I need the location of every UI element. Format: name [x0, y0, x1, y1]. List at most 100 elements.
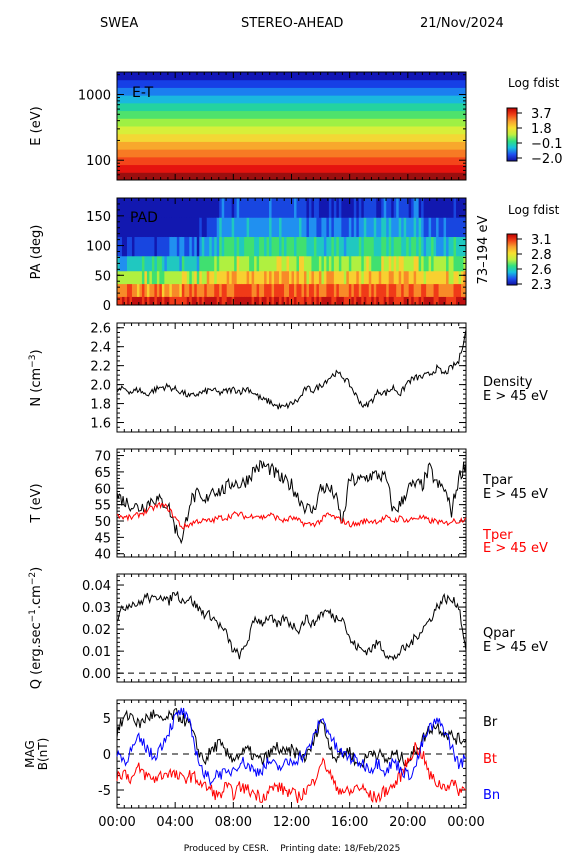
- pad-cell: [234, 296, 238, 306]
- pad-cell: [388, 198, 392, 218]
- pad-cell: [396, 198, 400, 218]
- pad-cell: [221, 283, 225, 297]
- pad-cell: [448, 236, 452, 257]
- pad-cell: [463, 270, 467, 285]
- pad-cell: [201, 217, 205, 238]
- pad-cell: [229, 270, 233, 285]
- pad-cell: [306, 270, 310, 285]
- pad-cell: [254, 198, 258, 218]
- pad-cell: [323, 198, 327, 218]
- pad-cell: [276, 283, 280, 297]
- pad-cell: [179, 296, 183, 306]
- pad-cell: [176, 270, 180, 285]
- pad-cell: [236, 283, 240, 297]
- pad-cell: [323, 270, 327, 285]
- pad-cell: [131, 270, 135, 285]
- pad-cell: [161, 198, 165, 218]
- bn-line: [116, 707, 467, 787]
- pad-cell: [234, 283, 238, 297]
- pad-cell: [313, 236, 317, 257]
- pad-cell: [333, 283, 337, 297]
- pad-cell: [446, 283, 450, 297]
- pad-cell: [164, 236, 168, 257]
- pad-cell: [191, 255, 195, 272]
- pad-y-tick-label: 0: [103, 299, 111, 314]
- pad-cell: [117, 236, 120, 257]
- pad-cell: [179, 236, 183, 257]
- pad-cell: [326, 217, 330, 238]
- pad-cell: [126, 270, 130, 285]
- pad-cell: [129, 283, 133, 297]
- pad-cell: [381, 198, 385, 218]
- pad-cell: [226, 270, 230, 285]
- pad-cell: [363, 296, 367, 306]
- pad-cell: [284, 270, 288, 285]
- pad-cell: [403, 283, 407, 297]
- pad-cell: [226, 255, 230, 272]
- et-y-tick-label: 100: [86, 154, 111, 169]
- pad-cell: [134, 255, 138, 272]
- pad-cell: [371, 217, 375, 238]
- pad-cell: [461, 236, 465, 257]
- pad-cell: [241, 198, 245, 218]
- pad-cell: [281, 296, 285, 306]
- pad-cell: [378, 270, 382, 285]
- pad-cell: [313, 296, 317, 306]
- pad-cell: [176, 236, 180, 257]
- pad-cell: [251, 296, 255, 306]
- pad-cell: [284, 217, 288, 238]
- pad-cell: [119, 296, 123, 306]
- pad-cell: [279, 217, 283, 238]
- instrument-label: SWEA: [100, 16, 139, 31]
- pad-cell: [296, 296, 300, 306]
- pad-cell: [181, 283, 185, 297]
- pad-cell: [331, 236, 335, 257]
- pad-cell: [274, 270, 278, 285]
- pad-cell: [341, 296, 345, 306]
- energy-band: [117, 126, 466, 135]
- pad-cell: [154, 255, 158, 272]
- pad-cell: [141, 255, 145, 272]
- pad-cell: [448, 270, 452, 285]
- pad-cell: [226, 198, 230, 218]
- pad-cell: [361, 198, 365, 218]
- pad-cell: [308, 255, 312, 272]
- pad-cell: [256, 270, 260, 285]
- pad-cell: [398, 236, 402, 257]
- pad-cell: [117, 296, 120, 306]
- pad-cell: [156, 236, 160, 257]
- pad-cell: [201, 296, 205, 306]
- pad-cell: [289, 255, 292, 272]
- pad-cell: [438, 283, 442, 297]
- x-tick-label: 20:00: [389, 815, 426, 830]
- pad-cell: [401, 255, 405, 272]
- pad-cell: [156, 198, 160, 218]
- pad-cell: [346, 255, 350, 272]
- pad-cell: [371, 296, 375, 306]
- pad-cell: [289, 270, 292, 285]
- pad-cell: [119, 236, 123, 257]
- energy-band: [117, 110, 466, 119]
- pad-cell: [229, 198, 233, 218]
- pad-cell: [338, 217, 342, 238]
- pad-cell: [209, 255, 213, 272]
- pad-cell: [256, 236, 260, 257]
- pad-cell: [411, 255, 415, 272]
- pad-cell: [246, 198, 250, 218]
- pad-cell: [186, 236, 190, 257]
- pad-cell: [194, 270, 198, 285]
- pad-cell: [131, 236, 135, 257]
- heatflux-y-tick-label: 0.01: [82, 645, 111, 660]
- density-y-tick-label: 2.2: [90, 360, 111, 375]
- pad-cell: [159, 255, 163, 272]
- pad-cell: [156, 283, 160, 297]
- pad-cell: [274, 283, 278, 297]
- pad-cell: [231, 217, 235, 238]
- pad-cell: [264, 236, 268, 257]
- pad-cell: [376, 236, 380, 257]
- pad-cell: [256, 217, 260, 238]
- pad-cell: [311, 236, 315, 257]
- pad-cell: [216, 217, 220, 238]
- pad-cell: [214, 255, 218, 272]
- pad-cell: [239, 296, 243, 306]
